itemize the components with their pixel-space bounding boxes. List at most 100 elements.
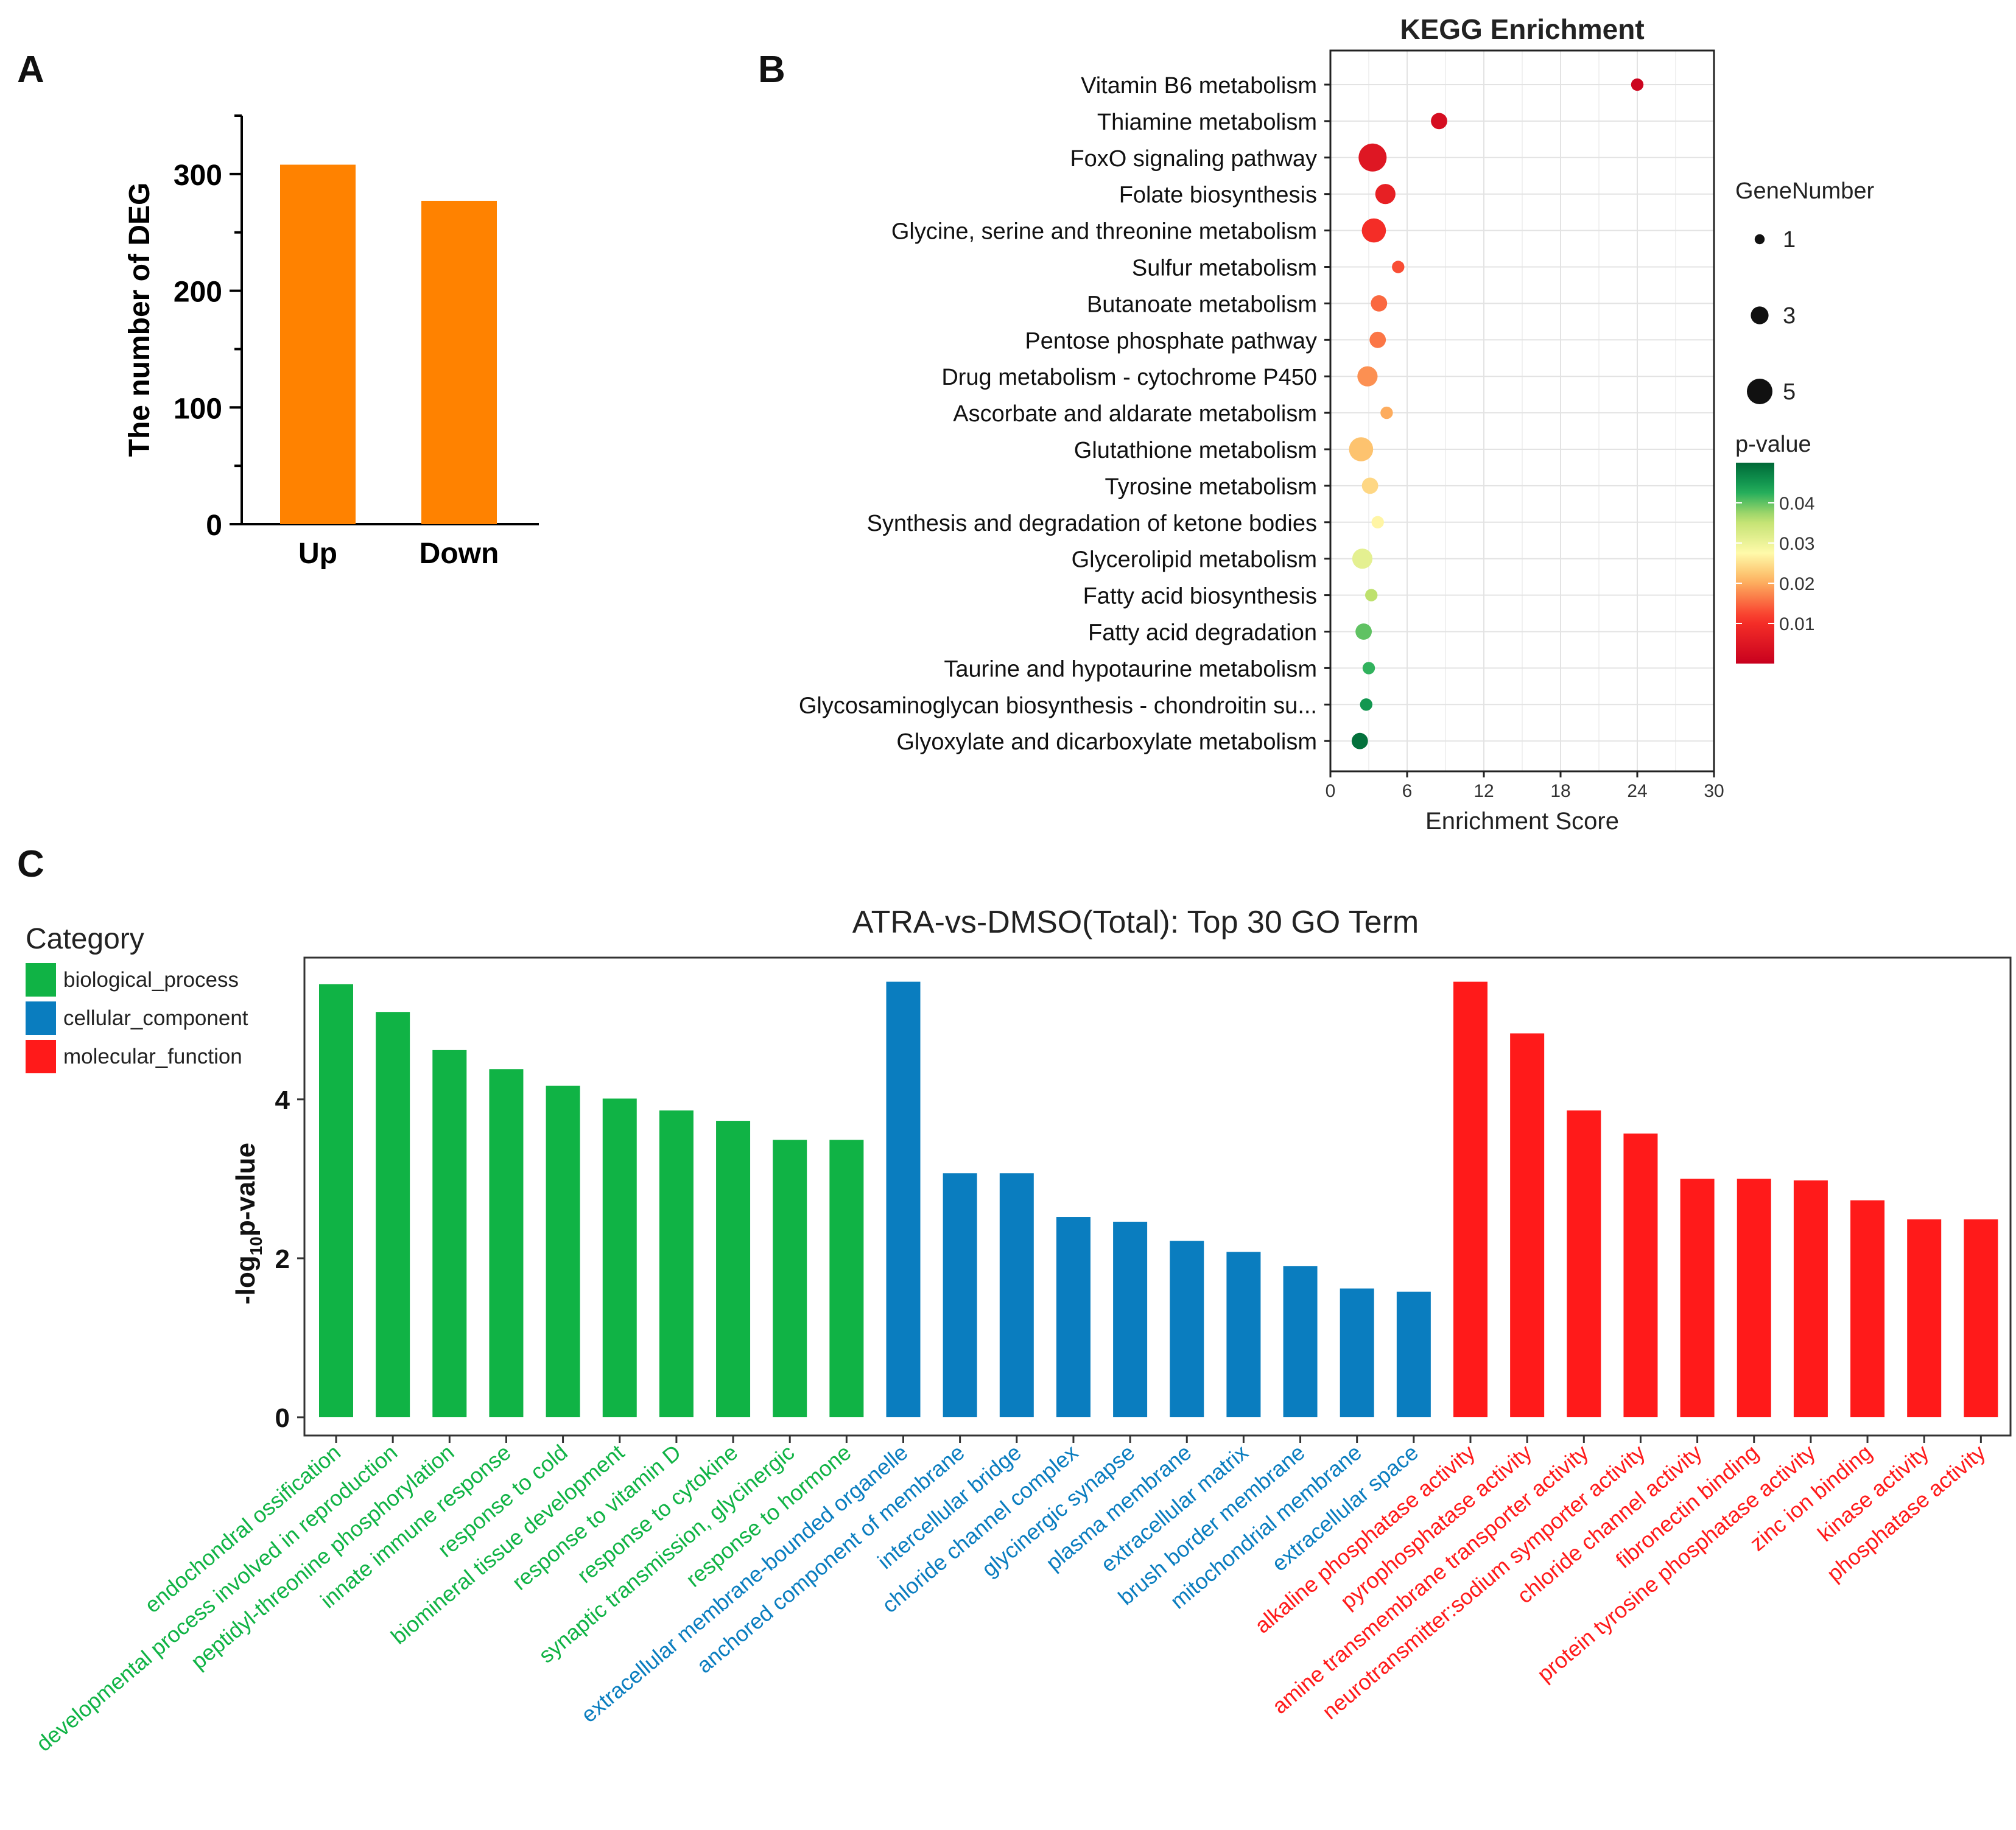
panel-b-point bbox=[1631, 78, 1644, 91]
panel-b-term-label: Synthesis and degradation of ketone bodi… bbox=[867, 511, 1317, 536]
panel-c-bar bbox=[376, 1012, 410, 1417]
panel-c-bar bbox=[1907, 1219, 1942, 1417]
panel-b-point bbox=[1392, 261, 1405, 273]
panel-c-bar bbox=[1283, 1266, 1318, 1417]
panel-b-point bbox=[1360, 698, 1372, 711]
panel-c-bar bbox=[1340, 1288, 1374, 1417]
panel-b-x-tick-label: 30 bbox=[1704, 781, 1724, 801]
panel-a-y-tick-label: 0 bbox=[206, 510, 222, 542]
panel-c-legend-label: cellular_component bbox=[63, 1006, 248, 1030]
panel-b-x-tick-label: 6 bbox=[1402, 781, 1413, 801]
panel-b-point bbox=[1365, 589, 1378, 601]
panel-c-bar bbox=[1964, 1219, 1998, 1417]
panel-b-term-label: Tyrosine metabolism bbox=[1105, 474, 1317, 500]
panel-c-legend-label: molecular_function bbox=[63, 1045, 242, 1068]
panel-b-size-legend-dot bbox=[1747, 379, 1772, 404]
panel-c-bar bbox=[1226, 1252, 1261, 1417]
panel-b-term-label: Pentose phosphate pathway bbox=[1025, 328, 1317, 354]
panel-b-x-tick-label: 24 bbox=[1627, 781, 1647, 801]
panel-b-term-label: Ascorbate and aldarate metabolism bbox=[953, 401, 1317, 427]
panel-b-color-tick-label: 0.03 bbox=[1779, 534, 1814, 554]
panel-c-bar bbox=[716, 1121, 751, 1417]
panel-c-y-axis-title-suffix: p-value bbox=[231, 1143, 261, 1236]
panel-b-point bbox=[1380, 406, 1393, 419]
panel-b-size-legend-label: 3 bbox=[1783, 303, 1796, 329]
panel-b-term-label: Folate biosynthesis bbox=[1119, 183, 1317, 208]
panel-c-bar bbox=[1567, 1110, 1601, 1417]
panel-b-x-tick-label: 0 bbox=[1326, 781, 1336, 801]
panel-label-b: B bbox=[758, 49, 785, 91]
panel-c-bar bbox=[1396, 1291, 1431, 1417]
panel-c-bar bbox=[1623, 1133, 1658, 1417]
panel-c-bar bbox=[546, 1085, 580, 1417]
panel-b-term-label: Fatty acid degradation bbox=[1088, 620, 1317, 646]
panel-c-y-axis-title-subscript: 10 bbox=[247, 1236, 265, 1255]
panel-c-legend-swatch bbox=[26, 1001, 56, 1035]
panel-c-legend-swatch bbox=[26, 963, 56, 997]
panel-c-bar bbox=[319, 984, 353, 1417]
panel-b-kegg-bubble-chart: KEGG Enrichment Vitamin B6 metabolism Thia… bbox=[799, 13, 1875, 835]
panel-c-y-axis-title-prefix: -log bbox=[231, 1255, 261, 1305]
panel-b-color-tick-label: 0.02 bbox=[1779, 574, 1814, 594]
panel-c-y-tick-label: 0 bbox=[275, 1403, 290, 1433]
panel-b-point bbox=[1371, 295, 1388, 312]
panel-b-point bbox=[1371, 516, 1384, 528]
panel-b-term-label: Glycerolipid metabolism bbox=[1072, 547, 1317, 573]
panel-label-c: C bbox=[17, 843, 44, 885]
panel-a-bar-up bbox=[280, 164, 356, 524]
panel-c-bar bbox=[886, 981, 921, 1417]
panel-b-point bbox=[1369, 331, 1386, 348]
panel-c-bar bbox=[1680, 1179, 1715, 1417]
panel-b-color-legend-title: p-value bbox=[1735, 432, 1811, 457]
panel-c-bar bbox=[1453, 981, 1487, 1417]
panel-c-bar bbox=[602, 1098, 637, 1417]
panel-a-category-label: Up bbox=[298, 538, 337, 570]
panel-b-point bbox=[1357, 366, 1378, 387]
panel-c-bar bbox=[1170, 1241, 1204, 1417]
panel-c-y-tick-label: 2 bbox=[275, 1244, 290, 1274]
panel-c-bar bbox=[432, 1050, 467, 1417]
panel-b-term-label: Thiamine metabolism bbox=[1097, 110, 1317, 135]
panel-b-size-legend-title: GeneNumber bbox=[1735, 178, 1874, 204]
panel-a-y-axis-title: The number of DEG bbox=[124, 183, 156, 457]
panel-b-point bbox=[1351, 732, 1368, 749]
panel-a-y-tick-label: 200 bbox=[174, 276, 222, 309]
panel-b-point bbox=[1375, 184, 1396, 205]
panel-b-size-legend-label: 5 bbox=[1783, 379, 1796, 405]
panel-c-bar bbox=[1113, 1221, 1148, 1417]
panel-c-bar bbox=[1737, 1179, 1771, 1417]
panel-b-term-label: Fatty acid biosynthesis bbox=[1083, 584, 1317, 609]
panel-c-title: ATRA-vs-DMSO(Total): Top 30 GO Term bbox=[852, 905, 1419, 940]
panel-a-y-tick-label: 100 bbox=[174, 393, 222, 425]
panel-b-term-label: Vitamin B6 metabolism bbox=[1081, 73, 1317, 99]
panel-b-plot-border bbox=[1329, 49, 1715, 773]
panel-b-point bbox=[1355, 623, 1372, 640]
panel-c-y-tick-label: 4 bbox=[275, 1085, 290, 1115]
panel-a-bar-down bbox=[421, 200, 497, 524]
panel-b-color-tick-label: 0.01 bbox=[1779, 614, 1814, 634]
panel-b-title: KEGG Enrichment bbox=[1400, 13, 1644, 45]
panel-b-point bbox=[1431, 113, 1447, 130]
panel-b-term-label: Glyoxylate and dicarboxylate metabolism bbox=[896, 729, 1317, 755]
panel-c-bar bbox=[1850, 1200, 1885, 1417]
panel-b-term-label: Drug metabolism - cytochrome P450 bbox=[941, 365, 1317, 390]
panel-b-point bbox=[1361, 218, 1386, 243]
panel-c-bar bbox=[659, 1110, 694, 1417]
panel-c-bar bbox=[1793, 1180, 1828, 1417]
panel-c-plot-border bbox=[303, 956, 2012, 1437]
panel-b-color-bar bbox=[1736, 463, 1774, 664]
panel-c-bar bbox=[773, 1140, 807, 1417]
panel-c-legend-label: biological_process bbox=[63, 968, 239, 992]
panel-b-size-legend-label: 1 bbox=[1783, 227, 1796, 253]
panel-b-term-label: Taurine and hypotaurine metabolism bbox=[944, 656, 1317, 682]
panel-b-point bbox=[1349, 437, 1374, 461]
panel-c-bar bbox=[999, 1173, 1034, 1417]
panel-c-bar bbox=[1510, 1033, 1545, 1417]
panel-b-size-legend-dot bbox=[1754, 234, 1765, 245]
panel-b-term-label: Glycine, serine and threonine metabolism bbox=[891, 219, 1317, 245]
panel-c-bar bbox=[829, 1140, 864, 1417]
panel-a-deg-bar-chart: 0 100 200 300 Up Down The number of DEG bbox=[124, 114, 539, 570]
panel-c-bar bbox=[489, 1069, 524, 1417]
